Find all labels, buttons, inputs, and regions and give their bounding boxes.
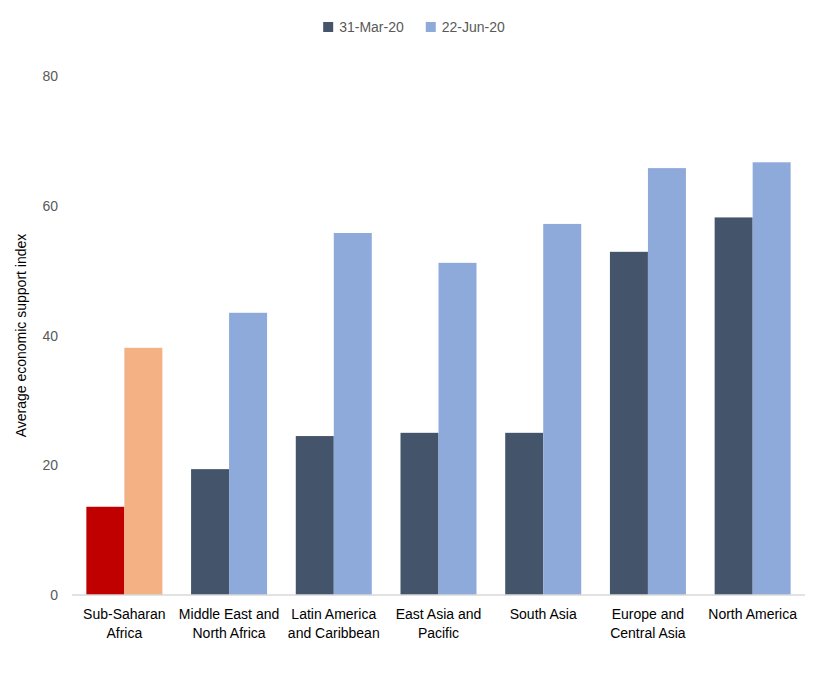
x-axis-line — [72, 594, 805, 596]
x-tick-label: North America — [708, 606, 797, 622]
bar — [296, 436, 334, 595]
legend-swatch — [323, 22, 333, 32]
bar — [401, 433, 439, 595]
legend-label: 22-Jun-20 — [442, 19, 505, 35]
bar — [191, 469, 229, 595]
x-tick-label: Sub-SaharanAfrica — [83, 606, 166, 641]
y-axis-label: Average economic support index — [13, 234, 29, 438]
bar — [334, 233, 372, 595]
bar — [648, 168, 686, 595]
chart: 0 20 40 60 80 Average economic support index S… — [0, 0, 828, 673]
x-tick-label: South Asia — [510, 606, 577, 622]
bar — [439, 263, 477, 595]
x-tick-label: East Asia andPacific — [396, 606, 482, 641]
y-tick-label: 80 — [42, 68, 58, 84]
y-tick-label: 40 — [42, 328, 58, 344]
bar — [715, 217, 753, 595]
bar — [610, 252, 648, 595]
y-tick-label: 20 — [42, 457, 58, 473]
bar — [86, 507, 124, 595]
legend-swatch — [426, 22, 436, 32]
bar — [543, 224, 581, 595]
bar — [229, 313, 267, 595]
legend: 31-Mar-20 22-Jun-20 — [323, 19, 505, 35]
bar — [505, 433, 543, 595]
bars — [86, 162, 790, 595]
y-tick-label: 60 — [42, 198, 58, 214]
legend-label: 31-Mar-20 — [339, 19, 404, 35]
bar — [124, 348, 162, 595]
x-tick-label: Latin Americaand Caribbean — [288, 606, 380, 641]
bar — [753, 162, 791, 595]
y-tick-label: 0 — [50, 587, 58, 603]
x-tick-label: Middle East andNorth Africa — [179, 606, 279, 641]
x-tick-label: Europe andCentral Asia — [610, 606, 686, 641]
